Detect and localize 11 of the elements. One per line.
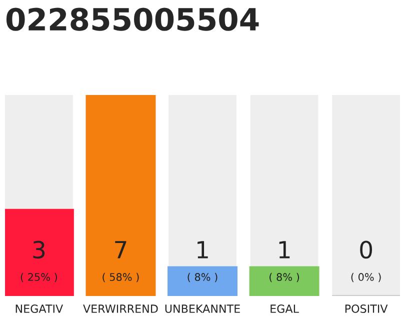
- data-label: 3 ( 25% ): [20, 240, 57, 282]
- x-tick-label: VERWIRREND: [83, 304, 158, 313]
- x-tick-label: UNBEKANNTE: [165, 304, 240, 313]
- data-label: 7 ( 58% ): [102, 241, 139, 282]
- x-tick-label: POSITIV: [345, 304, 388, 313]
- chart-title: 022855005504: [6, 8, 259, 31]
- x-tick-label: NEGATIV: [16, 304, 64, 313]
- data-label: 1 ( 8% ): [188, 241, 218, 282]
- data-label: 0 ( 0% ): [351, 240, 381, 282]
- x-tick-label: EGAL: [270, 304, 299, 313]
- data-label: 1 ( 8% ): [270, 241, 300, 282]
